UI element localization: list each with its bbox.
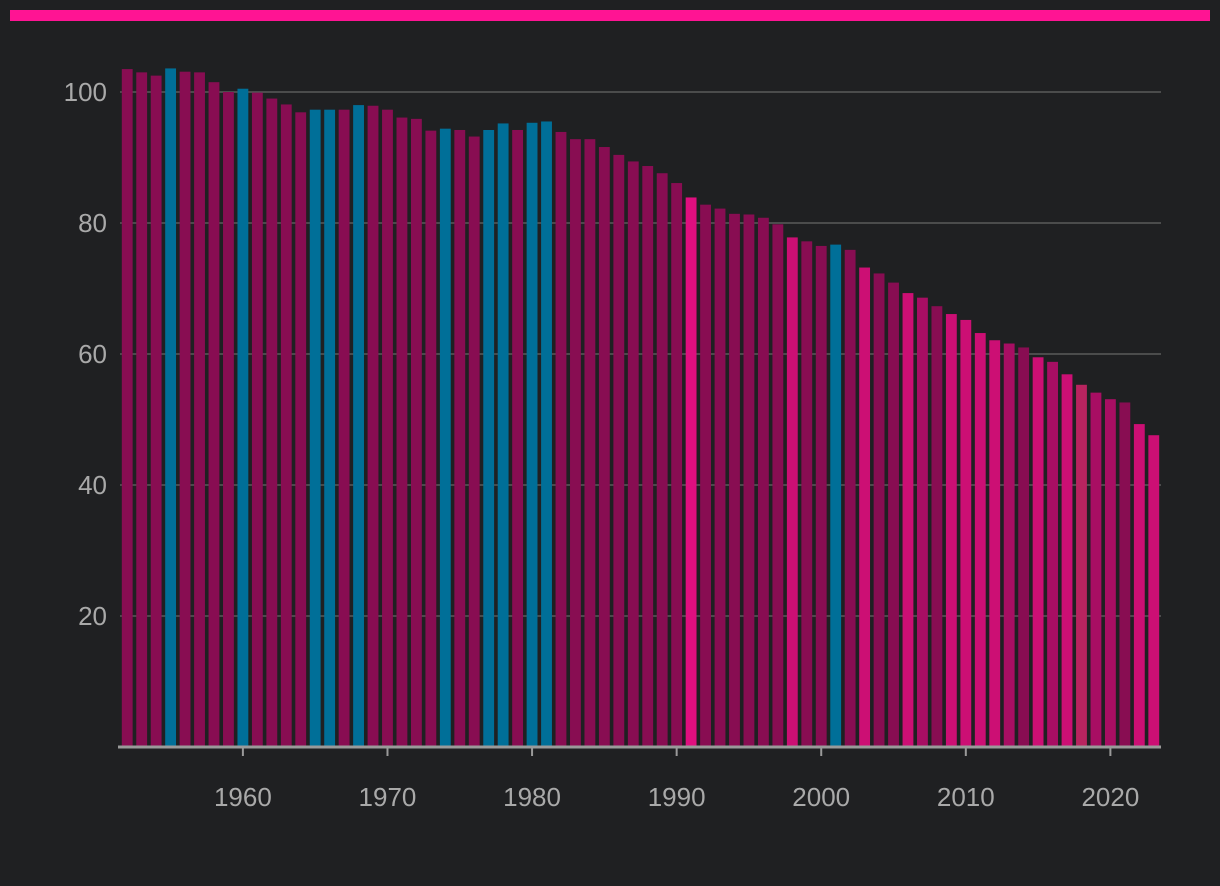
bar-2004 bbox=[873, 273, 885, 747]
y-tick-label: 80 bbox=[78, 208, 107, 238]
bar-2001 bbox=[830, 244, 842, 748]
bar-1984 bbox=[584, 139, 596, 747]
bar-1998 bbox=[786, 237, 798, 747]
bar-1961 bbox=[251, 92, 263, 747]
bar-2010 bbox=[960, 319, 972, 747]
bar-1970 bbox=[382, 109, 393, 747]
top-accent-bar bbox=[10, 10, 1210, 21]
bar-1974 bbox=[439, 128, 451, 747]
bar-1958 bbox=[208, 82, 220, 748]
bar-2015 bbox=[1032, 357, 1044, 747]
bar-1972 bbox=[410, 118, 422, 748]
x-tick-label: 2010 bbox=[937, 782, 995, 812]
x-tick-label: 2000 bbox=[792, 782, 850, 812]
x-tick-label: 1970 bbox=[359, 782, 417, 812]
bar-2014 bbox=[1018, 347, 1030, 747]
axes bbox=[118, 745, 1161, 756]
bar-2013 bbox=[1003, 343, 1015, 747]
bar-2008 bbox=[931, 306, 943, 747]
x-tick-label: 1960 bbox=[214, 782, 272, 812]
bar-1953 bbox=[136, 72, 148, 748]
bar-2023 bbox=[1148, 435, 1160, 747]
bar-1996 bbox=[757, 217, 769, 747]
bar-1977 bbox=[483, 129, 495, 748]
bar-2007 bbox=[917, 297, 928, 747]
bar-2020 bbox=[1104, 399, 1116, 747]
bar-2011 bbox=[974, 333, 986, 747]
bar-1994 bbox=[729, 213, 740, 747]
bar-1997 bbox=[772, 224, 784, 747]
bar-1980 bbox=[526, 122, 538, 747]
bar-1963 bbox=[280, 104, 292, 747]
bar-2009 bbox=[945, 314, 957, 747]
y-tick-label: 100 bbox=[64, 77, 107, 107]
bar-2019 bbox=[1090, 392, 1102, 747]
bar-2000 bbox=[815, 245, 827, 748]
bar-2006 bbox=[902, 293, 914, 747]
bar-1986 bbox=[613, 154, 625, 747]
bar-1978 bbox=[497, 123, 509, 747]
bar-1995 bbox=[743, 214, 755, 748]
bar-2021 bbox=[1119, 402, 1131, 747]
bar-1976 bbox=[468, 136, 480, 748]
bar-1992 bbox=[700, 204, 711, 747]
bar-1966 bbox=[324, 109, 336, 747]
bar-1952 bbox=[121, 69, 133, 747]
bar-2003 bbox=[859, 267, 871, 747]
x-tick-labels: 1960 1970 1980 1990 2000 2010 2020 bbox=[214, 782, 1139, 812]
bars bbox=[121, 68, 1160, 748]
bar-1957 bbox=[194, 72, 205, 748]
bar-1981 bbox=[541, 121, 552, 748]
bar-1993 bbox=[714, 208, 726, 748]
bar-1967 bbox=[338, 109, 350, 747]
y-tick-label: 20 bbox=[78, 601, 107, 631]
bar-2018 bbox=[1076, 384, 1087, 747]
bar-1956 bbox=[179, 71, 191, 747]
bar-1968 bbox=[353, 105, 364, 748]
bar-1982 bbox=[555, 131, 567, 747]
x-tick-label: 1990 bbox=[648, 782, 706, 812]
bar-1975 bbox=[454, 129, 466, 748]
y-tick-label: 40 bbox=[78, 470, 107, 500]
gridlines bbox=[120, 91, 1161, 617]
bar-2016 bbox=[1047, 361, 1058, 747]
bar-1990 bbox=[671, 183, 683, 748]
bar-2002 bbox=[844, 249, 856, 748]
y-tick-labels: 20 40 60 80 100 bbox=[64, 77, 107, 631]
bar-1987 bbox=[627, 161, 639, 747]
bar-1973 bbox=[425, 130, 437, 747]
bar-1983 bbox=[570, 139, 581, 747]
bar-1971 bbox=[396, 117, 408, 748]
bar-1988 bbox=[642, 166, 654, 747]
bar-2022 bbox=[1133, 424, 1145, 747]
bar-1989 bbox=[656, 173, 668, 748]
bar-1955 bbox=[165, 68, 177, 748]
bar-1960 bbox=[237, 88, 249, 748]
bar-1979 bbox=[512, 129, 524, 748]
bar-1965 bbox=[309, 109, 321, 747]
bar-1954 bbox=[150, 75, 162, 747]
x-tick-label: 1980 bbox=[503, 782, 561, 812]
bar-1964 bbox=[295, 112, 307, 748]
bar-1962 bbox=[266, 98, 278, 748]
bar-1991 bbox=[685, 197, 697, 747]
x-tick-label: 2020 bbox=[1081, 782, 1139, 812]
bar-2005 bbox=[888, 282, 899, 747]
bar-1999 bbox=[801, 241, 813, 747]
bar-1985 bbox=[598, 147, 610, 747]
y-tick-label: 60 bbox=[78, 339, 107, 369]
bar-1969 bbox=[367, 105, 379, 747]
bar-1959 bbox=[223, 92, 234, 747]
bar-2017 bbox=[1061, 374, 1073, 747]
bar-2012 bbox=[989, 340, 1001, 747]
